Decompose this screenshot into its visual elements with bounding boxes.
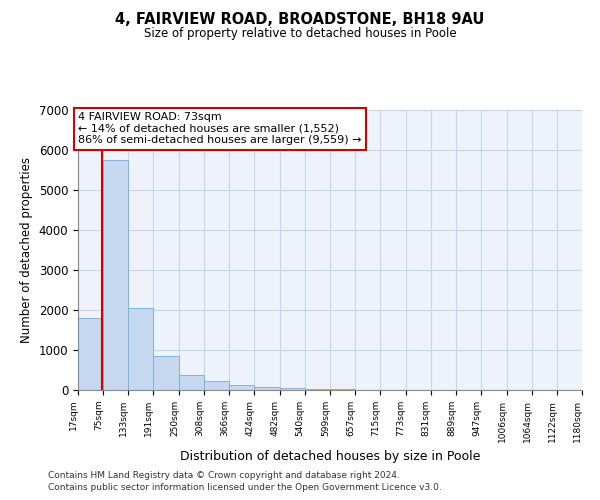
Bar bbox=[78, 318, 103, 390]
Bar bbox=[280, 388, 305, 390]
Bar bbox=[254, 386, 280, 390]
Bar bbox=[128, 308, 154, 390]
Bar bbox=[330, 389, 355, 390]
X-axis label: Distribution of detached houses by size in Poole: Distribution of detached houses by size … bbox=[180, 450, 480, 463]
Bar bbox=[204, 380, 229, 390]
Bar bbox=[305, 389, 330, 390]
Text: 4, FAIRVIEW ROAD, BROADSTONE, BH18 9AU: 4, FAIRVIEW ROAD, BROADSTONE, BH18 9AU bbox=[115, 12, 485, 28]
Text: Size of property relative to detached houses in Poole: Size of property relative to detached ho… bbox=[143, 28, 457, 40]
Text: Contains public sector information licensed under the Open Government Licence v3: Contains public sector information licen… bbox=[48, 483, 442, 492]
Y-axis label: Number of detached properties: Number of detached properties bbox=[20, 157, 33, 343]
Bar bbox=[154, 356, 179, 390]
Bar bbox=[229, 385, 254, 390]
Text: 4 FAIRVIEW ROAD: 73sqm
← 14% of detached houses are smaller (1,552)
86% of semi-: 4 FAIRVIEW ROAD: 73sqm ← 14% of detached… bbox=[79, 112, 362, 145]
Text: Contains HM Land Registry data © Crown copyright and database right 2024.: Contains HM Land Registry data © Crown c… bbox=[48, 470, 400, 480]
Bar bbox=[179, 375, 204, 390]
Bar bbox=[103, 160, 128, 390]
